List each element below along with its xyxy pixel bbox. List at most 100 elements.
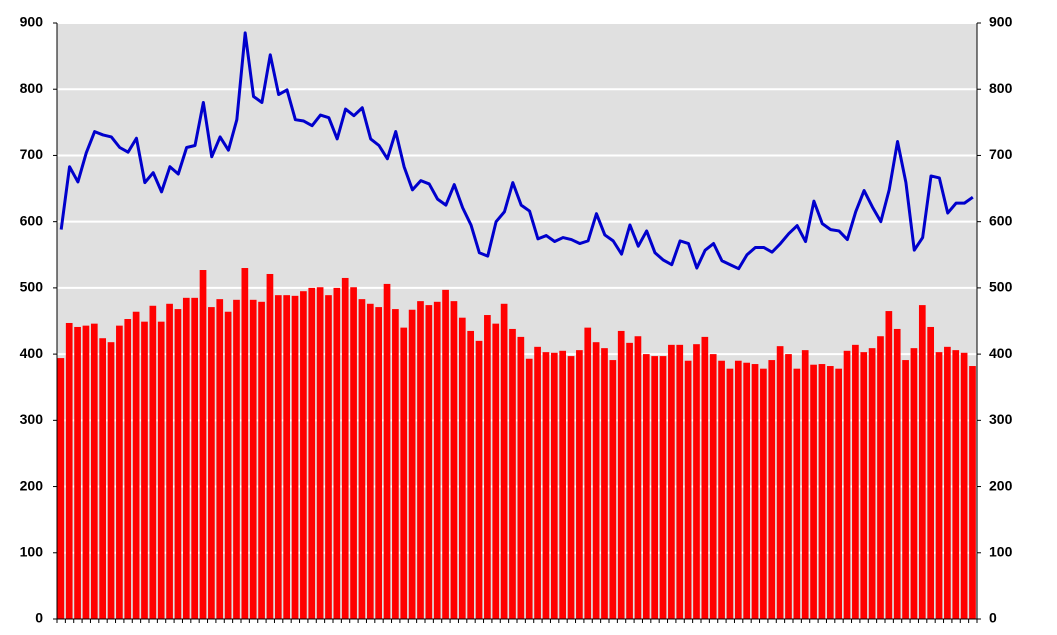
bar bbox=[634, 336, 642, 619]
bar bbox=[400, 327, 408, 619]
bar bbox=[392, 309, 399, 619]
y-tick-label: 900 bbox=[20, 14, 44, 30]
bar bbox=[450, 301, 458, 619]
bar bbox=[676, 344, 684, 619]
bar bbox=[442, 289, 449, 619]
bar bbox=[149, 305, 157, 619]
bar bbox=[877, 336, 884, 619]
bar bbox=[626, 342, 633, 619]
bar bbox=[500, 303, 508, 619]
bar bbox=[835, 368, 843, 619]
bar bbox=[350, 287, 357, 619]
bar bbox=[325, 295, 332, 619]
bar bbox=[300, 291, 307, 619]
bar bbox=[785, 354, 792, 619]
bar bbox=[283, 295, 291, 619]
bar bbox=[99, 338, 107, 619]
bar bbox=[617, 330, 625, 619]
bar bbox=[233, 299, 240, 619]
bar bbox=[927, 326, 935, 619]
bar bbox=[684, 360, 692, 619]
bar bbox=[383, 283, 391, 619]
y-tick-label: 300 bbox=[20, 411, 44, 427]
bar bbox=[274, 295, 282, 619]
y2-tick-label: 0 bbox=[989, 610, 997, 626]
bar bbox=[893, 328, 901, 619]
y2-tick-label: 300 bbox=[989, 411, 1013, 427]
bar bbox=[902, 360, 909, 619]
bar bbox=[668, 344, 675, 619]
bar bbox=[425, 305, 433, 619]
bar bbox=[960, 352, 968, 619]
bar bbox=[651, 356, 659, 619]
bar bbox=[751, 364, 759, 619]
y-tick-label: 200 bbox=[20, 477, 44, 493]
bar bbox=[492, 323, 500, 619]
bar bbox=[801, 350, 809, 619]
bar bbox=[609, 360, 617, 619]
bar bbox=[701, 336, 709, 619]
bar bbox=[199, 270, 207, 619]
bar bbox=[567, 356, 575, 619]
bar bbox=[417, 301, 424, 619]
bar bbox=[74, 326, 81, 619]
y-tick-label: 0 bbox=[35, 610, 43, 626]
y-tick-label: 400 bbox=[20, 345, 44, 361]
y2-tick-label: 400 bbox=[989, 345, 1013, 361]
bar bbox=[584, 327, 592, 619]
bar bbox=[918, 305, 926, 619]
bar bbox=[375, 307, 383, 619]
bar bbox=[601, 348, 608, 619]
y2-tick-label: 600 bbox=[989, 212, 1013, 228]
y2-tick-label: 100 bbox=[989, 543, 1013, 559]
bar bbox=[258, 301, 265, 619]
bar bbox=[182, 297, 190, 619]
bar bbox=[484, 315, 491, 619]
bar bbox=[266, 273, 274, 619]
bar bbox=[291, 295, 299, 619]
bar bbox=[826, 366, 834, 619]
bar bbox=[174, 309, 182, 619]
bar bbox=[433, 301, 441, 619]
bar bbox=[534, 346, 541, 619]
y-tick-label: 600 bbox=[20, 212, 44, 228]
bar bbox=[333, 287, 341, 619]
bar bbox=[224, 311, 232, 619]
bar bbox=[969, 366, 976, 619]
bar bbox=[718, 360, 725, 619]
bar bbox=[659, 356, 667, 619]
bar bbox=[132, 311, 140, 619]
y-tick-label: 700 bbox=[20, 146, 44, 162]
bar bbox=[517, 336, 525, 619]
y2-tick-label: 200 bbox=[989, 477, 1013, 493]
y-tick-label: 100 bbox=[20, 543, 44, 559]
bar bbox=[860, 352, 868, 619]
bar bbox=[952, 350, 960, 619]
bar bbox=[141, 321, 148, 619]
bar bbox=[475, 340, 483, 619]
bar bbox=[734, 360, 742, 619]
bar bbox=[910, 348, 918, 619]
bar bbox=[191, 297, 199, 619]
bar bbox=[82, 325, 90, 619]
bar bbox=[525, 358, 533, 619]
bar bbox=[852, 344, 859, 619]
bar bbox=[116, 325, 123, 619]
bar bbox=[726, 368, 734, 619]
bar bbox=[868, 348, 876, 619]
bar bbox=[166, 303, 173, 619]
y2-tick-label: 800 bbox=[989, 80, 1013, 96]
bar bbox=[65, 322, 73, 619]
bar bbox=[935, 352, 943, 619]
bar bbox=[810, 364, 817, 619]
bar bbox=[90, 323, 98, 619]
bar bbox=[216, 299, 224, 619]
bar bbox=[576, 350, 583, 619]
bar bbox=[249, 299, 257, 619]
bar bbox=[693, 344, 700, 619]
bar bbox=[107, 342, 115, 619]
y2-tick-label: 900 bbox=[989, 14, 1013, 30]
bar bbox=[341, 277, 349, 619]
